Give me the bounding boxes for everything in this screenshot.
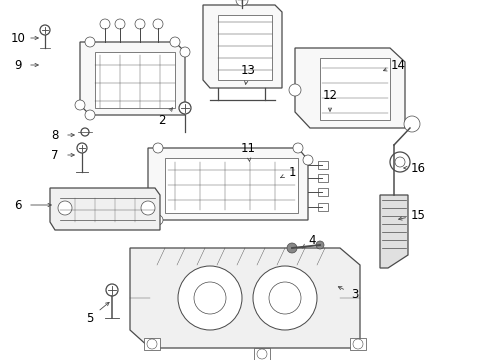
Circle shape xyxy=(85,110,95,120)
Circle shape xyxy=(316,241,324,249)
Text: 14: 14 xyxy=(391,59,406,72)
Circle shape xyxy=(236,0,248,6)
Polygon shape xyxy=(218,15,272,80)
Circle shape xyxy=(100,19,110,29)
Text: 16: 16 xyxy=(411,162,425,175)
Bar xyxy=(350,338,366,350)
Bar xyxy=(318,203,328,211)
Circle shape xyxy=(75,100,85,110)
Circle shape xyxy=(179,102,191,114)
Circle shape xyxy=(303,155,313,165)
Circle shape xyxy=(353,339,363,349)
Circle shape xyxy=(170,37,180,47)
Circle shape xyxy=(257,349,267,359)
Circle shape xyxy=(194,282,226,314)
Circle shape xyxy=(81,128,89,136)
Polygon shape xyxy=(165,158,298,213)
Polygon shape xyxy=(295,48,405,128)
Circle shape xyxy=(143,203,153,213)
Polygon shape xyxy=(203,5,282,88)
Circle shape xyxy=(153,215,163,225)
Text: 3: 3 xyxy=(351,288,359,302)
Polygon shape xyxy=(50,188,160,230)
Bar xyxy=(318,174,328,182)
Circle shape xyxy=(293,143,303,153)
Circle shape xyxy=(115,19,125,29)
Circle shape xyxy=(289,84,301,96)
Text: 4: 4 xyxy=(308,234,316,247)
Polygon shape xyxy=(80,42,185,115)
Text: 12: 12 xyxy=(322,89,338,102)
Circle shape xyxy=(287,243,297,253)
Circle shape xyxy=(253,266,317,330)
Text: 5: 5 xyxy=(86,311,94,324)
Circle shape xyxy=(77,143,87,153)
Text: 13: 13 xyxy=(241,63,255,77)
Circle shape xyxy=(395,157,405,167)
Bar xyxy=(254,348,270,360)
Polygon shape xyxy=(320,58,390,120)
Polygon shape xyxy=(130,248,360,348)
Text: 1: 1 xyxy=(288,166,296,179)
Circle shape xyxy=(404,116,420,132)
Circle shape xyxy=(180,47,190,57)
Circle shape xyxy=(135,19,145,29)
Text: 6: 6 xyxy=(14,198,22,212)
Polygon shape xyxy=(380,195,408,268)
Circle shape xyxy=(106,284,118,296)
Circle shape xyxy=(390,152,410,172)
Text: 10: 10 xyxy=(11,32,25,45)
Bar xyxy=(318,161,328,169)
Bar xyxy=(144,338,160,350)
Circle shape xyxy=(141,201,155,215)
Circle shape xyxy=(58,201,72,215)
Text: 2: 2 xyxy=(158,113,166,126)
Text: 11: 11 xyxy=(241,141,255,154)
Circle shape xyxy=(269,282,301,314)
Circle shape xyxy=(178,266,242,330)
Polygon shape xyxy=(148,148,308,220)
Text: 9: 9 xyxy=(14,59,22,72)
Circle shape xyxy=(147,339,157,349)
Text: 7: 7 xyxy=(51,149,59,162)
Bar xyxy=(318,188,328,196)
Circle shape xyxy=(85,37,95,47)
Text: 15: 15 xyxy=(411,208,425,221)
Circle shape xyxy=(153,143,163,153)
Text: 8: 8 xyxy=(51,129,59,141)
Circle shape xyxy=(153,19,163,29)
Circle shape xyxy=(40,25,50,35)
Polygon shape xyxy=(95,52,175,108)
